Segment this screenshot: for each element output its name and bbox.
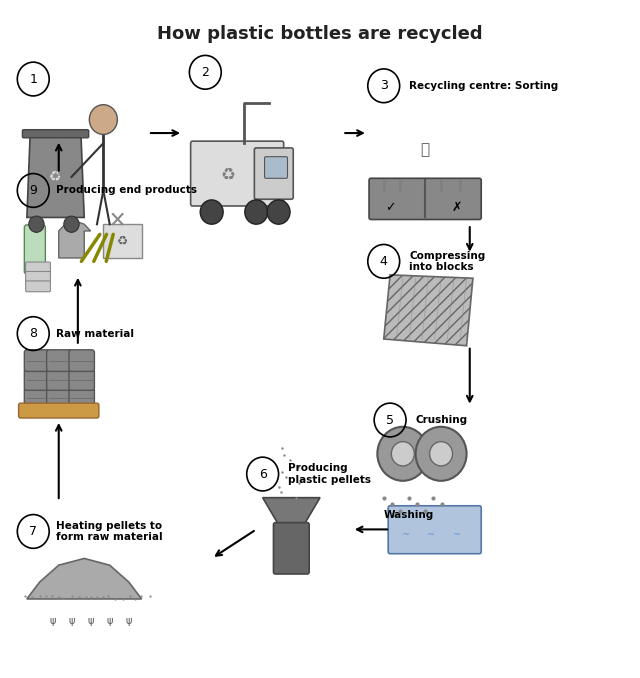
Text: 9: 9	[29, 184, 37, 197]
Circle shape	[200, 200, 223, 224]
Text: ~: ~	[402, 530, 410, 540]
Text: ψ: ψ	[106, 616, 113, 626]
FancyBboxPatch shape	[24, 388, 50, 410]
Text: Recycling centre: Sorting: Recycling centre: Sorting	[409, 81, 559, 91]
Polygon shape	[262, 498, 320, 525]
Text: ♻: ♻	[220, 165, 235, 182]
Text: 1: 1	[29, 73, 37, 85]
Circle shape	[378, 426, 428, 481]
FancyBboxPatch shape	[69, 369, 95, 391]
Text: ✗: ✗	[452, 201, 462, 214]
Text: 6: 6	[259, 468, 267, 481]
FancyBboxPatch shape	[69, 388, 95, 410]
Polygon shape	[27, 136, 84, 218]
FancyBboxPatch shape	[26, 262, 51, 273]
Text: 🍶: 🍶	[56, 165, 61, 175]
Circle shape	[90, 104, 117, 134]
FancyBboxPatch shape	[69, 350, 95, 372]
Text: 2: 2	[202, 66, 209, 79]
FancyBboxPatch shape	[31, 218, 40, 229]
Text: ψ: ψ	[68, 616, 75, 626]
Circle shape	[415, 426, 467, 481]
Circle shape	[64, 216, 79, 233]
Text: 🧍: 🧍	[420, 142, 429, 157]
Text: How plastic bottles are recycled: How plastic bottles are recycled	[157, 25, 483, 43]
Text: 3: 3	[380, 79, 388, 92]
Text: ψ: ψ	[125, 616, 132, 626]
Text: ~: ~	[453, 530, 461, 540]
FancyBboxPatch shape	[369, 178, 481, 220]
Polygon shape	[384, 275, 473, 346]
FancyBboxPatch shape	[24, 369, 50, 391]
FancyBboxPatch shape	[26, 281, 51, 292]
Text: ♻: ♻	[49, 170, 62, 184]
Circle shape	[245, 200, 268, 224]
Text: Producing end products: Producing end products	[56, 186, 196, 195]
Polygon shape	[27, 559, 141, 599]
Text: 7: 7	[29, 525, 37, 538]
Text: 4: 4	[380, 255, 388, 268]
Text: Heating pellets to
form raw material: Heating pellets to form raw material	[56, 521, 162, 542]
FancyBboxPatch shape	[47, 369, 72, 391]
Polygon shape	[59, 221, 91, 258]
FancyBboxPatch shape	[26, 271, 51, 282]
Text: Washing: Washing	[384, 510, 435, 519]
Polygon shape	[103, 224, 141, 258]
FancyBboxPatch shape	[264, 157, 287, 178]
Text: ~: ~	[428, 530, 436, 540]
FancyBboxPatch shape	[273, 523, 309, 574]
FancyBboxPatch shape	[22, 129, 89, 138]
FancyBboxPatch shape	[254, 148, 293, 199]
FancyBboxPatch shape	[24, 225, 45, 274]
Circle shape	[29, 216, 44, 233]
Text: Raw material: Raw material	[56, 329, 134, 338]
Text: ♻: ♻	[117, 235, 128, 247]
FancyBboxPatch shape	[24, 350, 50, 372]
FancyBboxPatch shape	[47, 350, 72, 372]
FancyBboxPatch shape	[388, 506, 481, 554]
Text: ψ: ψ	[49, 616, 56, 626]
FancyBboxPatch shape	[19, 403, 99, 418]
Circle shape	[429, 441, 452, 466]
Text: ✓: ✓	[385, 201, 396, 214]
Text: Crushing: Crushing	[415, 415, 468, 425]
FancyBboxPatch shape	[47, 388, 72, 410]
FancyBboxPatch shape	[191, 141, 284, 206]
Text: 8: 8	[29, 327, 37, 340]
Text: 5: 5	[386, 414, 394, 426]
Circle shape	[392, 441, 414, 466]
Text: ψ: ψ	[88, 616, 94, 626]
Text: Producing
plastic pellets: Producing plastic pellets	[288, 463, 371, 485]
Circle shape	[267, 200, 290, 224]
Text: Compressing
into blocks: Compressing into blocks	[409, 251, 486, 272]
